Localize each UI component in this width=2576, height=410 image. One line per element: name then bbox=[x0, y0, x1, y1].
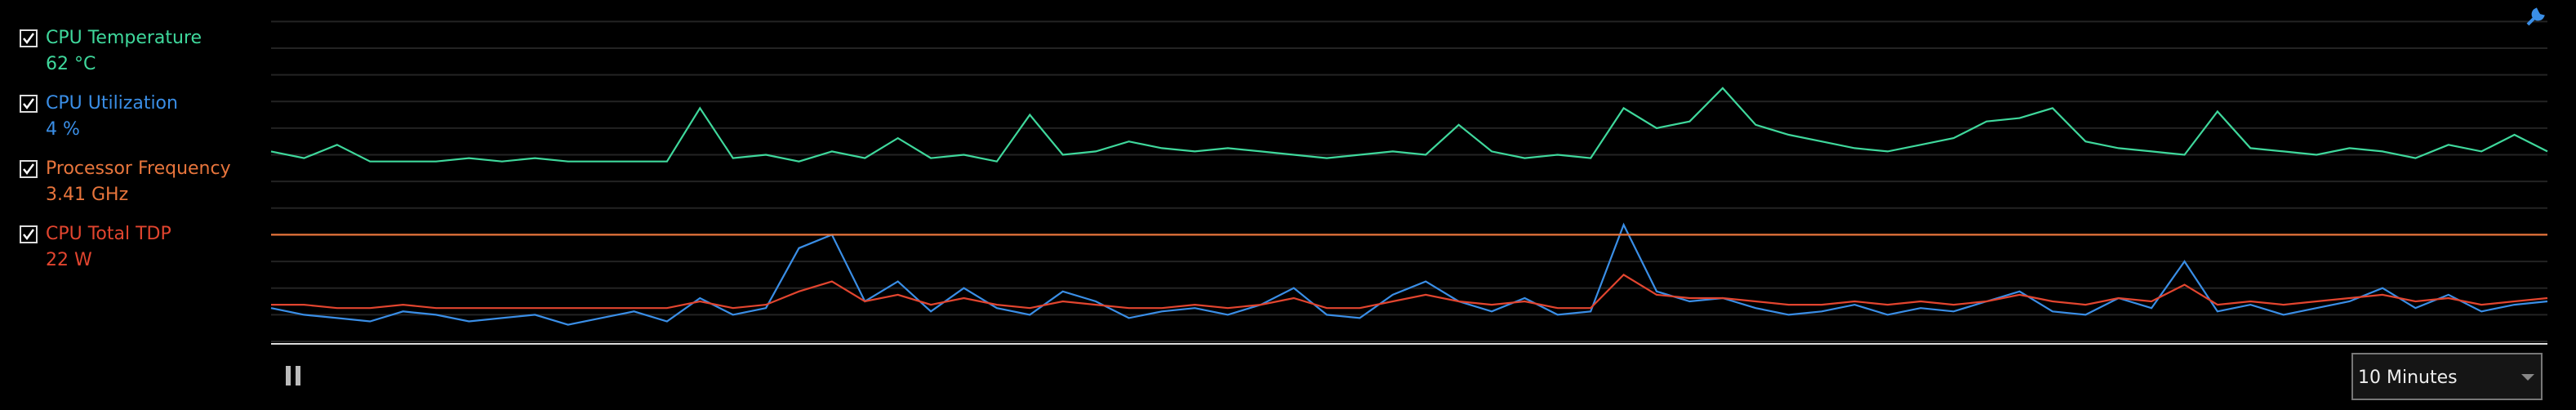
series-name: CPU Utilization bbox=[46, 93, 178, 114]
series-reading: 22 W bbox=[46, 250, 92, 270]
time-range-dropdown[interactable]: 10 Minutes bbox=[2351, 353, 2543, 400]
checkbox[interactable] bbox=[20, 225, 38, 243]
check-mark bbox=[23, 229, 35, 241]
checkbox[interactable] bbox=[20, 160, 38, 178]
series-line bbox=[270, 222, 2548, 326]
series-name: CPU Total TDP bbox=[46, 224, 171, 244]
settings-icon[interactable] bbox=[2526, 7, 2545, 26]
series-name: CPU Temperature bbox=[46, 28, 202, 48]
checkbox[interactable] bbox=[20, 95, 38, 113]
series-reading: 62 °C bbox=[46, 54, 96, 74]
check-mark bbox=[23, 33, 35, 45]
series-name: Processor Frequency bbox=[46, 158, 231, 179]
series-line bbox=[271, 274, 2548, 310]
series-reading: 4 % bbox=[46, 119, 80, 140]
time-range-label: 10 Minutes bbox=[2358, 368, 2458, 388]
pause-button[interactable] bbox=[286, 366, 300, 385]
checkbox[interactable] bbox=[20, 29, 38, 47]
series-reading: 3.41 GHz bbox=[46, 185, 129, 205]
pause-bar bbox=[296, 366, 300, 385]
series-line bbox=[270, 87, 2548, 163]
check-mark bbox=[23, 98, 35, 110]
check-mark bbox=[23, 163, 35, 176]
pause-bar bbox=[286, 366, 291, 385]
dropdown-arrow bbox=[2521, 374, 2534, 381]
